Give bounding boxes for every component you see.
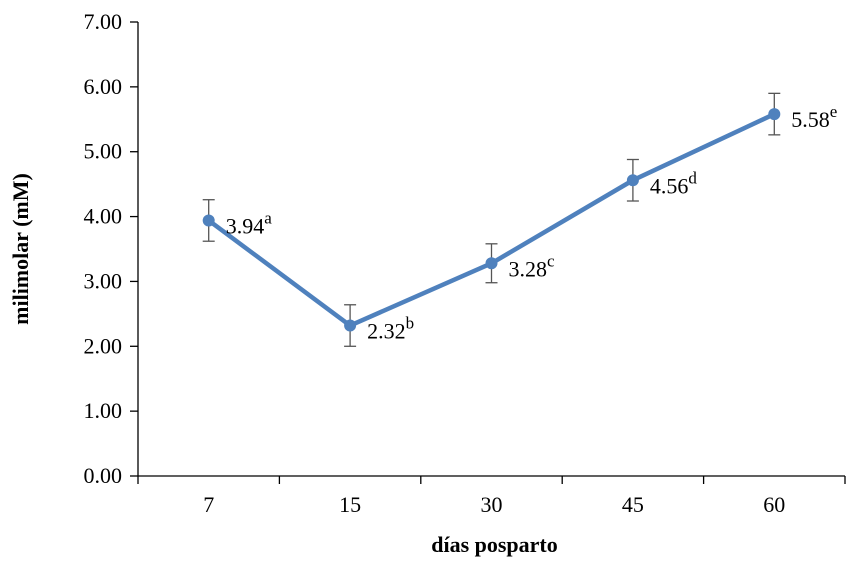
y-tick-label: 2.00 xyxy=(84,333,123,358)
data-point xyxy=(202,214,215,227)
series-line xyxy=(207,112,776,328)
y-tick-label: 6.00 xyxy=(84,74,123,99)
data-label-superscript: e xyxy=(830,102,838,121)
data-label-superscript: c xyxy=(547,251,555,270)
data-label: 5.58e xyxy=(791,102,837,132)
data-label: 3.94a xyxy=(226,208,273,238)
series-group: 3.94a 2.32b 3.28c 4.56d 5.58e xyxy=(202,92,837,347)
y-axis: 0.00 1.00 2.00 3.00 4.00 5.00 6.00 7.00 xyxy=(84,9,139,488)
data-point xyxy=(344,319,357,332)
y-tick-label: 5.00 xyxy=(84,139,123,164)
y-tick-label: 3.00 xyxy=(84,268,123,293)
y-tick-label: 0.00 xyxy=(84,463,123,488)
data-label: 4.56d xyxy=(650,168,698,198)
x-tick-label: 15 xyxy=(339,492,361,517)
y-tick-label: 7.00 xyxy=(84,9,123,34)
y-tick-label: 4.00 xyxy=(84,204,123,229)
data-point xyxy=(485,257,498,270)
data-label-value: 5.58 xyxy=(791,107,830,132)
data-label-superscript: a xyxy=(264,208,272,227)
x-axis: 7 15 30 45 60 xyxy=(137,475,846,517)
data-point xyxy=(626,174,639,187)
x-tick-label: 30 xyxy=(481,492,503,517)
data-label-superscript: d xyxy=(688,168,697,187)
data-label-value: 2.32 xyxy=(367,319,406,344)
data-label-superscript: b xyxy=(406,314,415,333)
x-tick-label: 7 xyxy=(203,492,214,517)
x-tick-label: 60 xyxy=(763,492,785,517)
data-label: 2.32b xyxy=(367,314,414,344)
data-label-value: 3.28 xyxy=(509,256,548,281)
x-tick-label: 45 xyxy=(622,492,644,517)
x-axis-title: días posparto xyxy=(431,532,558,557)
y-axis-title: milimolar (mM) xyxy=(8,173,33,325)
data-label: 3.28c xyxy=(509,251,556,281)
y-tick-label: 1.00 xyxy=(84,398,123,423)
data-label-value: 4.56 xyxy=(650,173,689,198)
data-point xyxy=(768,108,781,121)
data-label-value: 3.94 xyxy=(226,213,265,238)
